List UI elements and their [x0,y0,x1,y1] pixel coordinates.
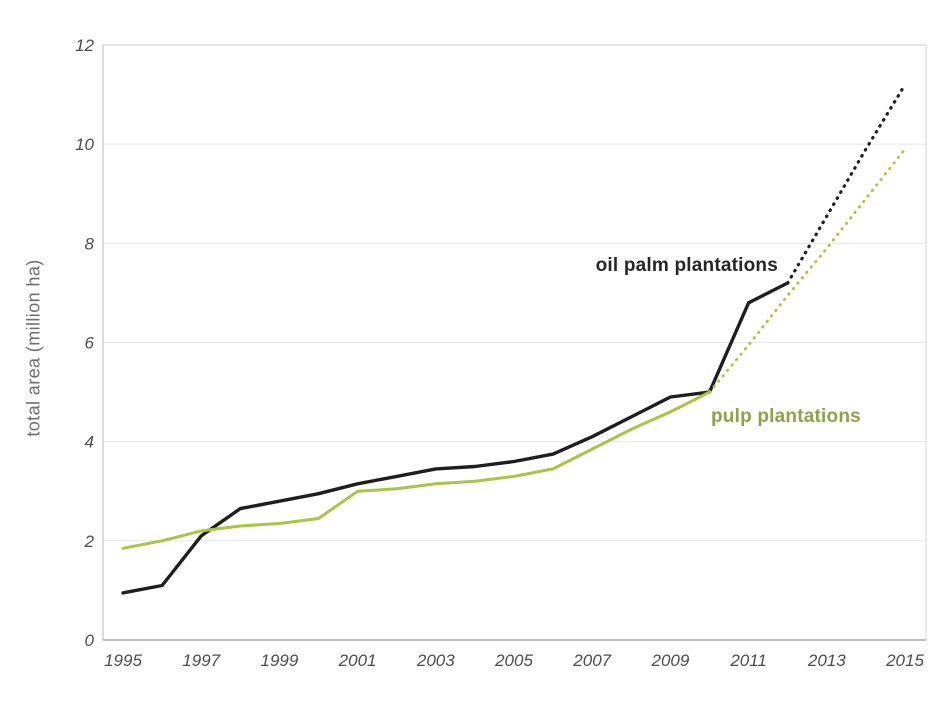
x-tick-label: 2009 [650,651,689,670]
y-tick-label: 4 [85,433,94,452]
x-tick-label: 2001 [338,651,377,670]
y-tick-label: 12 [75,36,94,55]
x-tick-label: 1999 [260,651,298,670]
chart-series [121,83,907,595]
series-line-oil-palm [121,281,790,595]
y-tick-label: 6 [85,334,95,353]
series-projection-oil-palm [786,83,907,285]
x-tick-label: 2005 [494,651,533,670]
x-tick-label: 2013 [807,651,846,670]
x-tick-label: 1995 [104,651,142,670]
x-tick-label: 2003 [416,651,455,670]
x-tick-label: 2011 [729,651,767,670]
x-tick-label: 2007 [572,651,611,670]
series-label-pulp: pulp plantations [711,406,861,427]
y-tick-label: 10 [75,135,94,154]
x-tick-label: 1997 [182,651,220,670]
y-tick-label: 0 [85,631,95,650]
y-tick-label: 8 [85,234,95,253]
y-axis-title: total area (million ha) [23,259,44,437]
axes [102,44,927,641]
series-projection-pulp [708,147,907,394]
y-tick-label: 2 [84,532,95,551]
x-tick-label: 2015 [885,651,924,670]
series-line-pulp [121,390,711,550]
axis-tick-labels: 1995 1997 1999 2001 2003 2005 2007 2009 2011 2013… [75,36,924,670]
gridlines [103,44,926,542]
series-label-oil-palm: oil palm plantations [595,255,778,276]
